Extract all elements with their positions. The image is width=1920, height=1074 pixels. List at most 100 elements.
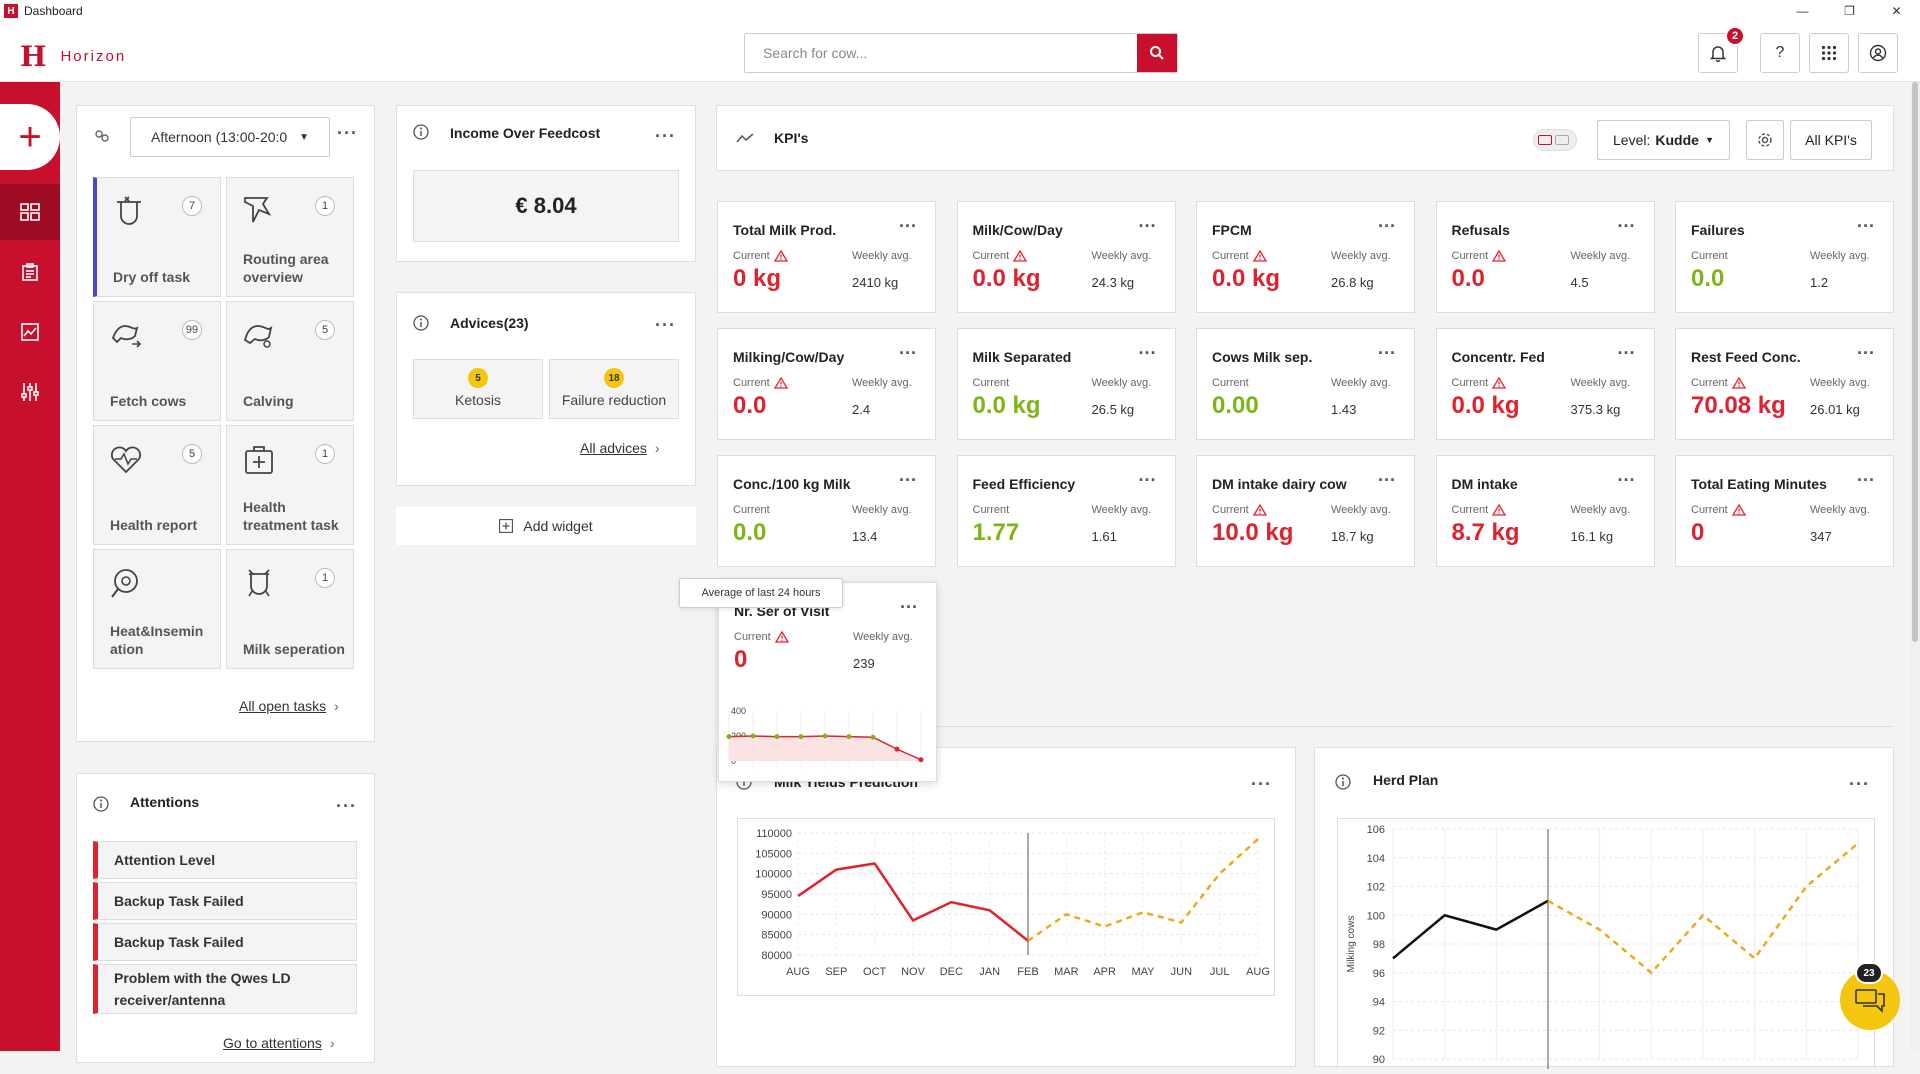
task-tile[interactable]: Heat&Insemin ation [93, 549, 221, 669]
all-advices-link[interactable]: All advices › [580, 440, 660, 456]
kpi-menu-button[interactable]: ··· [1857, 216, 1875, 236]
info-icon[interactable] [413, 124, 429, 140]
info-icon[interactable] [93, 796, 109, 812]
task-tile[interactable]: 99 Fetch cows [93, 301, 221, 421]
sidebar-item-settings[interactable] [0, 364, 60, 420]
kpi-menu-button[interactable]: ··· [1857, 470, 1875, 490]
milk-yields-menu-button[interactable]: ··· [1251, 774, 1272, 794]
kpi-weekly-label: Weekly avg. [1810, 504, 1870, 516]
settings-icon[interactable] [93, 128, 111, 144]
advice-item[interactable]: 18 Failure reduction [549, 359, 679, 419]
tasks-menu-button[interactable]: ··· [337, 123, 358, 143]
period-select[interactable]: Afternoon (13:00-20:0 ▼ [130, 117, 330, 157]
kpi-menu-button[interactable]: ··· [899, 470, 917, 490]
calving-icon [243, 325, 273, 348]
kpi-card[interactable]: Failures ··· Current Weekly avg. 0.0 1.2 [1675, 201, 1894, 313]
task-tile[interactable]: 5 Health report [93, 425, 221, 545]
attention-item[interactable]: Backup Task Failed [93, 923, 357, 961]
kpi-menu-button[interactable]: ··· [1857, 343, 1875, 363]
sidebar-item-dashboard[interactable] [0, 184, 60, 240]
kpi-current-label: Current [1691, 250, 1728, 262]
kpi-menu-button[interactable]: ··· [1378, 216, 1396, 236]
chat-button[interactable]: 23 [1840, 962, 1900, 1030]
kpi-card[interactable]: Total Milk Prod. ··· Current Weekly avg. 0 k… [717, 201, 936, 313]
kpi-menu-button[interactable]: ··· [899, 343, 917, 363]
kpi-current-label: Current [972, 377, 1010, 389]
kpi-card[interactable]: FPCM ··· Current Weekly avg. 0.0 kg 26.8 kg [1196, 201, 1415, 313]
kpi-card[interactable]: Conc./100 kg Milk ··· Current Weekly avg. 0.… [717, 455, 936, 567]
scrollbar[interactable] [1910, 82, 1920, 1051]
apps-button[interactable] [1809, 33, 1849, 73]
maximize-button[interactable]: ❐ [1844, 4, 1855, 18]
kpi-card[interactable]: Rest Feed Conc. ··· Current Weekly avg. 70.0… [1675, 328, 1894, 440]
scrollbar-thumb[interactable] [1912, 82, 1918, 642]
income-menu-button[interactable]: ··· [655, 126, 676, 146]
profile-button[interactable] [1858, 33, 1898, 73]
kpi-card[interactable]: Concentr. Fed ··· Current Weekly avg. 0.0 kg… [1435, 328, 1655, 440]
kpi-current-label: Current [973, 250, 1028, 262]
add-widget-button[interactable]: Add widget [396, 507, 696, 545]
advices-menu-button[interactable]: ··· [655, 315, 676, 335]
kpi-settings-button[interactable] [1746, 120, 1784, 160]
task-tile[interactable]: 1 Routing area overview [226, 177, 354, 297]
bell-icon [1710, 46, 1726, 62]
task-tile[interactable]: 1 Milk seperation [226, 549, 354, 669]
kpi-menu-button[interactable]: ··· [899, 216, 917, 236]
kpi-card[interactable]: Refusals ··· Current Weekly avg. 0.0 4.5 [1435, 201, 1655, 313]
minimize-button[interactable]: — [1796, 4, 1809, 18]
notifications-button[interactable]: 2 [1698, 26, 1745, 73]
sidebar-item-tasks[interactable] [0, 244, 60, 300]
all-open-tasks-link[interactable]: All open tasks › [239, 698, 339, 714]
sidebar-item-reports[interactable] [0, 304, 60, 360]
kpi-menu-button[interactable]: ··· [1617, 343, 1636, 363]
view-toggle[interactable] [1533, 129, 1577, 151]
advice-item[interactable]: 5 Ketosis [413, 359, 543, 419]
task-tile[interactable]: 5 Calving [226, 301, 354, 421]
search-button[interactable] [1137, 34, 1177, 72]
kpi-menu-button[interactable]: ··· [1138, 470, 1157, 490]
task-tile[interactable]: 1 Health treatment task [226, 425, 354, 545]
search-input[interactable] [745, 34, 1137, 72]
kpi-menu-button[interactable]: ··· [1378, 343, 1396, 363]
add-button[interactable]: + [0, 104, 60, 170]
kpi-card[interactable]: Milking/Cow/Day ··· Current Weekly avg. 0.0 2… [717, 328, 936, 440]
all-kpis-button[interactable]: All KPI's [1790, 120, 1872, 160]
kpi-card[interactable]: DM intake dairy cow ··· Current Weekly avg.… [1196, 455, 1415, 567]
kpi-menu-button[interactable]: ··· [1617, 216, 1636, 236]
attention-item[interactable]: Backup Task Failed [93, 882, 357, 920]
kpi-current-value: 0.0 [733, 519, 767, 546]
logo-text: Horizon [60, 48, 127, 65]
kpi-card[interactable]: Milk Separated ··· Current Weekly avg. 0.0 k… [956, 328, 1176, 440]
y-tick-label: 100000 [755, 869, 792, 881]
help-button[interactable]: ? [1760, 33, 1800, 73]
kpi-card[interactable]: Cows Milk sep. ··· Current Weekly avg. 0.00 1… [1196, 328, 1415, 440]
kpi-menu-button[interactable]: ··· [1617, 470, 1636, 490]
info-icon[interactable] [1335, 774, 1351, 790]
kpi-card[interactable]: Feed Efficiency ··· Current Weekly avg. 1.77… [956, 455, 1176, 567]
task-tile[interactable]: 7 Dry off task [93, 177, 221, 297]
info-icon[interactable] [413, 315, 429, 331]
grid-icon [1821, 45, 1837, 61]
advice-count-badge: 18 [604, 368, 624, 388]
kpi-menu-button[interactable]: ··· [1378, 470, 1396, 490]
kpi-card[interactable]: Milk/Cow/Day ··· Current Weekly avg. 0.0 kg 2… [956, 201, 1176, 313]
kpi-current-value: 0 kg [733, 265, 782, 292]
kpi-menu-button[interactable]: ··· [1138, 343, 1157, 363]
kpi-menu-button[interactable]: ··· [900, 597, 918, 617]
logo[interactable]: H Horizon [20, 40, 126, 73]
x-tick-label: MAR [1054, 966, 1079, 978]
close-button[interactable]: ✕ [1891, 4, 1902, 18]
kpi-menu-button[interactable]: ··· [1138, 216, 1157, 236]
level-select[interactable]: Level: Kudde ▼ [1597, 120, 1730, 160]
kpi-title: Conc./100 kg Milk [733, 476, 851, 492]
search-icon [1150, 46, 1164, 60]
attention-item[interactable]: Problem with the Qwes LD receiver/antenn… [93, 964, 357, 1014]
kpi-card[interactable]: DM intake ··· Current Weekly avg. 8.7 kg 16.1… [1435, 455, 1655, 567]
attentions-menu-button[interactable]: ··· [336, 796, 357, 816]
dragged-kpi-card[interactable]: Nr. Ser of Visit ··· Current Weekly avg.… [718, 582, 937, 782]
herd-plan-menu-button[interactable]: ··· [1849, 774, 1870, 794]
attention-item[interactable]: Attention Level [93, 841, 357, 879]
go-to-attentions-link[interactable]: Go to attentions › [223, 1035, 335, 1051]
kpi-card[interactable]: Total Eating Minutes ··· Current Weekly avg… [1675, 455, 1894, 567]
data-point [894, 746, 900, 752]
